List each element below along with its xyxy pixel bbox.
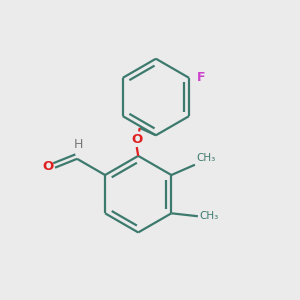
Text: F: F	[196, 71, 205, 84]
Text: CH₃: CH₃	[199, 211, 219, 221]
Text: CH₃: CH₃	[196, 153, 216, 163]
Text: O: O	[42, 160, 53, 173]
Text: O: O	[131, 133, 142, 146]
Text: H: H	[74, 138, 83, 151]
